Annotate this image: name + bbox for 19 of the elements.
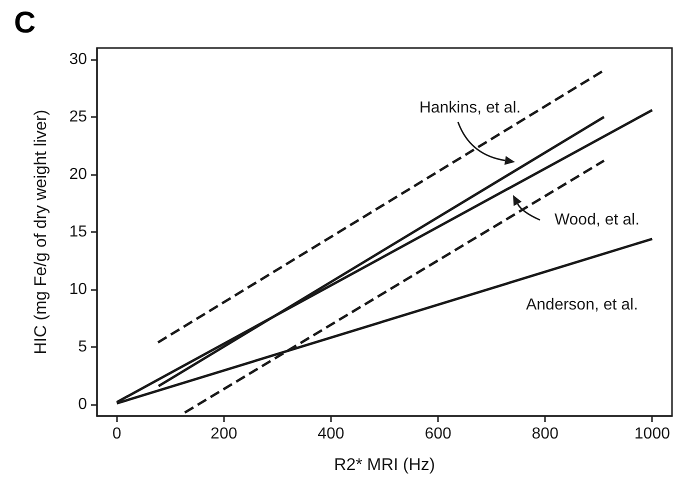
y-tick-label: 30 <box>69 51 88 68</box>
y-tick-label: 5 <box>78 338 88 356</box>
y-tick-label: 10 <box>69 281 88 298</box>
y-tick-label: 15 <box>69 224 88 240</box>
x-tick-label: 800 <box>532 426 559 442</box>
x-tick-label: 200 <box>210 426 238 442</box>
y-tick-label: 25 <box>69 108 88 126</box>
annotation: Anderson, et al. <box>526 296 638 314</box>
text: C <box>14 6 36 40</box>
annotation: Hankins, et al. <box>419 100 521 116</box>
x-tick-label: 1000 <box>634 426 670 442</box>
y-axis-title: HIC (mg Fe/g of dry weight liver) <box>31 110 50 354</box>
x-tick-label: 600 <box>424 426 452 442</box>
x-axis-title: R2* MRI (Hz) <box>334 455 436 474</box>
y-tick-label: 0 <box>78 396 88 413</box>
x-tick-label: 400 <box>318 426 344 442</box>
annotation: Wood, et al. <box>554 212 640 228</box>
y-tick-label: 20 <box>69 166 88 183</box>
x-tick-label: 0 <box>112 426 122 442</box>
